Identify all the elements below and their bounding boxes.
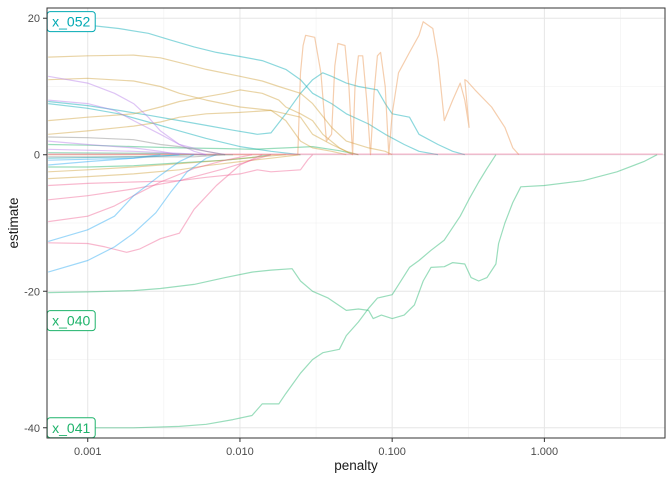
x-tick-label: 0.010	[226, 446, 254, 458]
coefficient-path-29	[48, 148, 207, 156]
coefficient-path-10	[48, 54, 393, 156]
y-tick-label: 20	[28, 13, 40, 25]
coefficient-path-5	[48, 154, 658, 320]
coefficient-path-20	[48, 154, 272, 201]
coefficient-path-27	[48, 99, 207, 156]
coefficient-path-24	[48, 154, 161, 166]
plot-border	[46, 7, 666, 439]
y-axis-title: estimate	[6, 197, 21, 248]
coefficient-path-19	[48, 154, 314, 187]
coefficient-path-18	[48, 154, 263, 253]
coefficient-path-3	[48, 103, 301, 156]
y-axis-ticks: -40 -20 0 20	[24, 13, 47, 435]
coefficient-path-23	[48, 154, 195, 242]
coefficient-path-9	[48, 152, 207, 156]
coefficient-path-26	[48, 75, 226, 156]
coefficient-path-8	[48, 154, 272, 168]
x-axis-ticks: 0.001 0.010 0.100 1.000	[74, 438, 558, 458]
coefficient-path-30	[48, 154, 226, 158]
coefficient-path-6	[48, 154, 497, 429]
coefficient-path-11	[48, 77, 359, 156]
x-tick-label: 1.000	[531, 446, 559, 458]
coefficient-path-12	[48, 89, 353, 156]
x-tick-label: 0.001	[74, 446, 102, 458]
coefficient-path-14	[48, 154, 286, 173]
callout-x-041: x_041	[46, 417, 96, 439]
grid-minor	[47, 8, 665, 438]
coefficient-path-7	[48, 143, 359, 156]
coefficient-path-22	[48, 154, 217, 273]
coefficient-path-31	[48, 136, 226, 156]
callout-label: x_040	[52, 313, 90, 329]
x-tick-label: 0.100	[378, 446, 406, 458]
coefficient-path-17	[48, 154, 253, 223]
coefficient-path-4	[48, 154, 233, 159]
y-tick-label: -20	[24, 286, 40, 298]
x-axis-title: penalty	[334, 458, 378, 473]
coefficient-path-1	[48, 21, 439, 156]
callout-label: x_041	[52, 420, 90, 436]
coefficient-path-15	[48, 154, 301, 180]
grid-major	[47, 8, 665, 438]
coefficient-path-28	[48, 140, 180, 156]
y-tick-label: 0	[34, 150, 40, 162]
callout-label: x_052	[52, 14, 90, 30]
series-layer	[48, 21, 663, 429]
y-tick-label: -40	[24, 423, 40, 435]
coefficient-path-25	[48, 154, 180, 161]
callout-x-052: x_052	[46, 11, 96, 33]
callout-x-040: x_040	[46, 310, 96, 332]
coefficient-path-2	[48, 72, 465, 156]
coefficient-path-13	[48, 109, 347, 156]
coefficient-path-16	[48, 21, 520, 156]
